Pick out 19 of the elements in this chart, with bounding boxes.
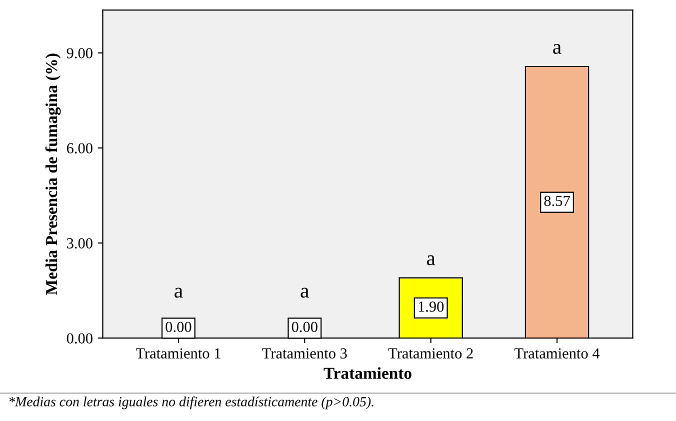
x-tick-label: Tratamiento 1 (136, 348, 220, 359)
text: *Medias con letras iguales no difieren estadísticamente (p>0.05). (9, 396, 374, 410)
data-label: 1.90 (418, 301, 444, 312)
y-tick-label: 3.00 (67, 238, 92, 249)
data-label: 8.57 (544, 196, 570, 206)
x-axis-title: Tratamiento (324, 367, 412, 379)
y-tick-label: 9.00 (66, 48, 92, 58)
annotation: a (300, 288, 309, 298)
data-label: 0.00 (292, 322, 318, 332)
y-tick-label: 6.00 (66, 143, 92, 154)
annotation: a (426, 255, 436, 266)
x-tick-label: Tratamiento 3 (262, 348, 347, 359)
y-axis-title: Media Presencia de fumagina (%) (45, 54, 61, 295)
data-label: 0.00 (166, 322, 192, 332)
x-tick-label: Tratamiento 4 (514, 348, 600, 359)
x-tick-label: Tratamiento 2 (388, 348, 473, 359)
annotation: a (553, 44, 562, 54)
y-tick-label: 0.00 (66, 333, 92, 344)
annotation: a (174, 288, 183, 298)
